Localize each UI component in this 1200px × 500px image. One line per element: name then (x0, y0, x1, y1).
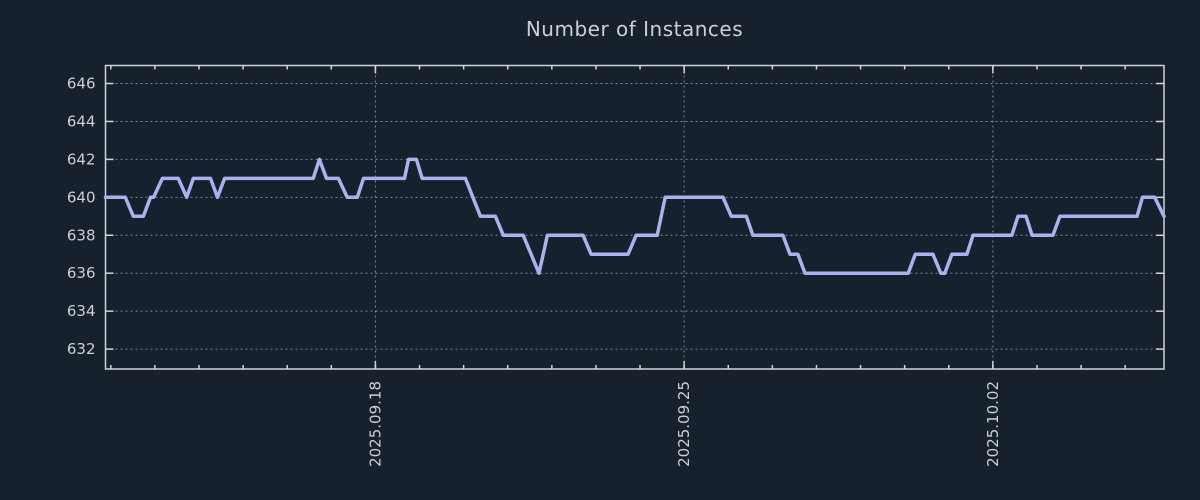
series-line-instances (103, 157, 1166, 275)
plot-border (104, 64, 1165, 370)
y-tick-label: 638 (67, 226, 96, 244)
y-tick-label: 634 (67, 302, 96, 320)
y-tick-label: 642 (67, 150, 96, 168)
x-tick-label: 2025.09.18 (366, 381, 384, 467)
y-tick-label: 640 (67, 188, 96, 206)
chart-title: Number of Instances (525, 17, 744, 41)
y-tick-label: 636 (67, 264, 96, 282)
x-tick-label: 2025.09.25 (675, 381, 693, 467)
y-tick-label: 644 (67, 112, 96, 130)
y-tick-label: 646 (67, 75, 96, 93)
y-tick-label: 632 (67, 340, 96, 358)
x-tick-label: 2025.10.02 (984, 381, 1002, 467)
